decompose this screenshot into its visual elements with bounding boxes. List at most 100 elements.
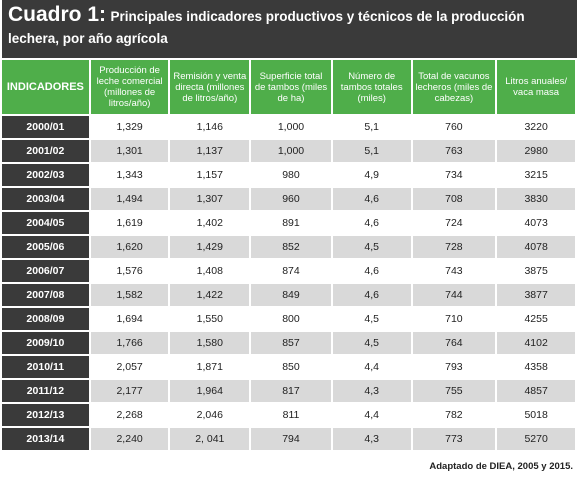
table-cell: 1,694 [90,308,169,330]
table-cell: 782 [412,404,496,426]
row-label: 2001/02 [2,140,89,162]
row-label: 2012/13 [2,404,89,426]
table-cell: 1,402 [170,212,250,234]
table-row: 2010/11 2,057 1,871 850 4,4 793 4358 [2,356,575,378]
table-cell: 4,6 [332,284,411,306]
table-cell: 3220 [497,116,575,138]
table-cell: 755 [412,380,496,402]
row-label: 2013/14 [2,428,89,450]
table-cell: 1,871 [170,356,250,378]
data-table: INDICADORES Producción de leche comercial… [0,58,577,452]
row-label: 2006/07 [2,260,89,282]
table-cell: 2980 [497,140,575,162]
row-label: 2000/01 [2,116,89,138]
table-cell: 1,494 [90,188,169,210]
table-row: 2006/07 1,576 1,408 874 4,6 743 3875 [2,260,575,282]
table-cell: 744 [412,284,496,306]
table-cell: 1,619 [90,212,169,234]
table-cell: 5,1 [332,140,411,162]
table-cell: 728 [412,236,496,258]
row-label: 2010/11 [2,356,89,378]
table-cell: 874 [251,260,331,282]
header-cell: INDICADORES [2,60,89,114]
table-cell: 763 [412,140,496,162]
table-cell: 1,576 [90,260,169,282]
table-cell: 724 [412,212,496,234]
table-cell: 4255 [497,308,575,330]
table-row: 2002/03 1,343 1,157 980 4,9 734 3215 [2,164,575,186]
table-cell: 849 [251,284,331,306]
table-cell: 852 [251,236,331,258]
table-cell: 4857 [497,380,575,402]
table-cell: 734 [412,164,496,186]
row-label: 2003/04 [2,188,89,210]
table-row: 2004/05 1,619 1,402 891 4,6 724 4073 [2,212,575,234]
table-row: 2009/10 1,766 1,580 857 4,5 764 4102 [2,332,575,354]
row-label: 2007/08 [2,284,89,306]
table-row: 2003/04 1,494 1,307 960 4,6 708 3830 [2,188,575,210]
table-cell: 1,964 [170,380,250,402]
table-cell: 850 [251,356,331,378]
table-cell: 760 [412,116,496,138]
header-row: INDICADORES Producción de leche comercial… [2,60,575,114]
header-cell: Superficie total de tambos (miles de ha) [251,60,331,114]
table-cell: 5018 [497,404,575,426]
table-cell: 4,5 [332,236,411,258]
table-row: 2012/13 2,268 2,046 811 4,4 782 5018 [2,404,575,426]
table-cell: 2,268 [90,404,169,426]
table-cell: 1,580 [170,332,250,354]
table-cell: 764 [412,332,496,354]
table-cell: 1,329 [90,116,169,138]
header-cell: Total de vacunos lecheros (miles de cabe… [412,60,496,114]
table-cell: 1,582 [90,284,169,306]
table-row: 2013/14 2,240 2, 041 794 4,3 773 5270 [2,428,575,450]
header-cell: Número de tambos totales (miles) [332,60,411,114]
table-cell: 4,6 [332,212,411,234]
table-cell: 4,4 [332,404,411,426]
table-cell: 2,240 [90,428,169,450]
table-cell: 5,1 [332,116,411,138]
table-cell: 1,550 [170,308,250,330]
table-cell: 2,046 [170,404,250,426]
table-cell: 817 [251,380,331,402]
table-cell: 3215 [497,164,575,186]
table-cell: 4,3 [332,428,411,450]
table-cell: 4078 [497,236,575,258]
table-cell: 793 [412,356,496,378]
table-cell: 1,137 [170,140,250,162]
table-cell: 4073 [497,212,575,234]
table-cell: 2, 041 [170,428,250,450]
table-cell: 743 [412,260,496,282]
table-cell: 960 [251,188,331,210]
table-cell: 1,408 [170,260,250,282]
table-cell: 2,057 [90,356,169,378]
table-cell: 811 [251,404,331,426]
table-cell: 1,343 [90,164,169,186]
table-cell: 1,146 [170,116,250,138]
table-body: 2000/01 1,329 1,146 1,000 5,1 760 3220 2001/02 1… [2,116,575,450]
table-cell: 3877 [497,284,575,306]
table-cell: 1,620 [90,236,169,258]
table-cell: 1,000 [251,116,331,138]
header-cell: Producción de leche comercial (millones … [90,60,169,114]
table-cell: 1,429 [170,236,250,258]
table-cell: 800 [251,308,331,330]
row-label: 2008/09 [2,308,89,330]
table-cell: 4,4 [332,356,411,378]
table-cell: 3875 [497,260,575,282]
table-cell: 1,157 [170,164,250,186]
title-text: Principales indicadores productivos y té… [8,9,525,46]
table-cell: 4358 [497,356,575,378]
table-cell: 794 [251,428,331,450]
table-cell: 710 [412,308,496,330]
table-cell: 4,6 [332,188,411,210]
table-cell: 708 [412,188,496,210]
row-label: 2009/10 [2,332,89,354]
table-cell: 980 [251,164,331,186]
table-cell: 4,5 [332,308,411,330]
table-row: 2008/09 1,694 1,550 800 4,5 710 4255 [2,308,575,330]
header-cell: Remisión y venta directa (millones de li… [170,60,250,114]
table-cell: 1,422 [170,284,250,306]
row-label: 2005/06 [2,236,89,258]
table-row: 2007/08 1,582 1,422 849 4,6 744 3877 [2,284,575,306]
